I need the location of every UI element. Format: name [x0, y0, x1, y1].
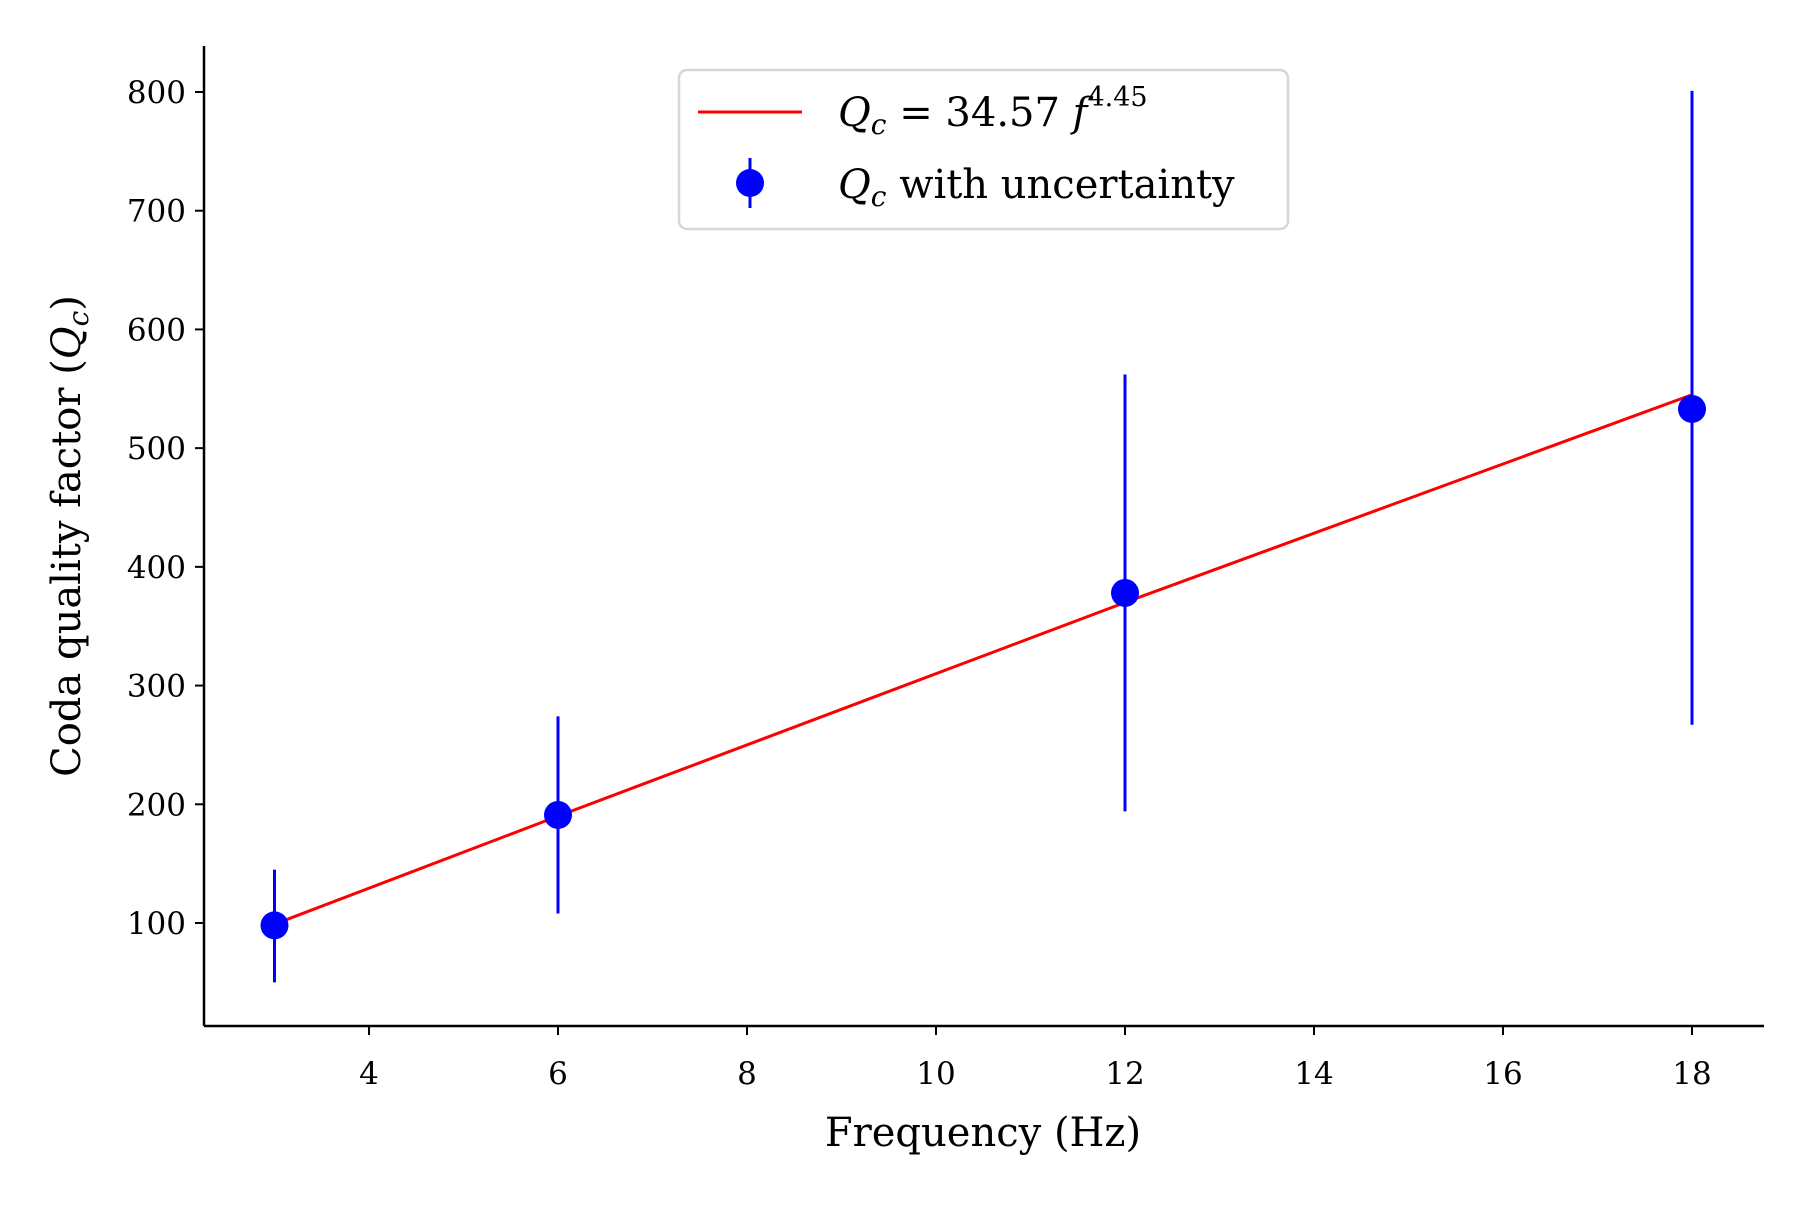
- fit-line: [273, 393, 1693, 926]
- x-ticks: 4 6 8 10 12 14 16 18: [359, 1026, 1712, 1092]
- y-tick-label: 600: [127, 312, 186, 348]
- y-tick-label: 100: [127, 906, 186, 942]
- y-ticks: 100 200 300 400 500 600 700 800: [127, 75, 204, 942]
- plot-area: [260, 90, 1706, 983]
- legend-marker-swatch: [736, 169, 764, 197]
- y-tick-label: 400: [127, 550, 186, 586]
- y-axis-label: Coda quality factor (Qc): [44, 295, 95, 777]
- x-axis-label: Frequency (Hz): [825, 1110, 1141, 1156]
- y-tick-label: 200: [127, 787, 186, 823]
- x-tick-label: 6: [548, 1056, 568, 1092]
- x-tick-label: 14: [1294, 1056, 1333, 1092]
- y-tick-label: 300: [127, 669, 186, 705]
- y-tick-label: 700: [127, 194, 186, 230]
- data-point: [260, 911, 289, 940]
- legend-label-data: Qc with uncertainty: [838, 162, 1235, 213]
- data-point: [1678, 394, 1706, 423]
- legend-label-fit: Qc = 34.57 f4.45: [838, 82, 1148, 141]
- y-tick-label: 800: [127, 75, 186, 111]
- x-tick-label: 8: [737, 1056, 757, 1092]
- x-tick-label: 16: [1483, 1056, 1522, 1092]
- x-tick-label: 18: [1672, 1056, 1711, 1092]
- data-point: [1111, 578, 1139, 607]
- data-point: [544, 800, 572, 829]
- x-tick-label: 4: [359, 1056, 379, 1092]
- y-tick-label: 500: [127, 431, 186, 467]
- x-tick-label: 12: [1105, 1056, 1144, 1092]
- legend: Qc = 34.57 f4.45 Qc with uncertainty: [677, 68, 1290, 231]
- x-tick-label: 10: [916, 1056, 955, 1092]
- legend-frame: [677, 68, 1290, 231]
